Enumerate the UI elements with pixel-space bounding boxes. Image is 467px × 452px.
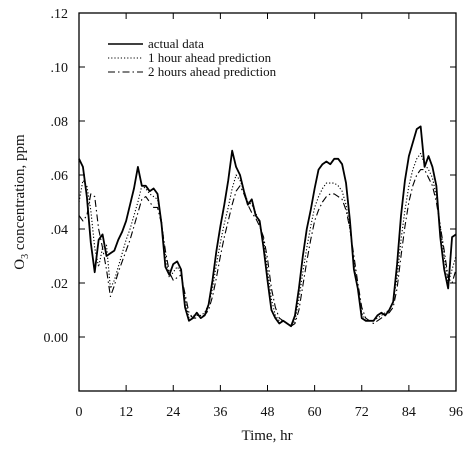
x-tick-label: 48 [261, 405, 275, 420]
x-tick-label: 60 [308, 405, 322, 420]
x-tick-label: 12 [119, 405, 133, 420]
y-tick-label: .02 [51, 277, 69, 292]
y-tick-label: .04 [51, 223, 69, 238]
y-tick-label: .08 [51, 115, 69, 130]
series-1h-prediction-line [78, 152, 457, 327]
x-tick-label: 96 [449, 405, 463, 420]
y-tick-labels: 0.00 .02 .04 .06 .08 .10 .12 [44, 7, 69, 346]
y-tick-label: .12 [51, 7, 69, 22]
series-actual-line [78, 125, 457, 328]
y-tick-label: .06 [51, 169, 69, 184]
legend-label-1h: 1 hour ahead prediction [148, 50, 272, 65]
x-tick-label: 0 [76, 405, 83, 420]
legend: actual data 1 hour ahead prediction 2 ho… [108, 36, 277, 79]
y-tick-label: .10 [51, 61, 69, 76]
y-tick-label: 0.00 [44, 331, 69, 346]
series-2h-prediction-line [78, 169, 457, 327]
series-layer [78, 125, 457, 328]
x-tick-labels: 0 12 24 36 48 60 72 84 96 [76, 405, 464, 420]
x-tick-label: 84 [402, 405, 416, 420]
x-axis-title: Time, hr [241, 428, 292, 444]
y-axis-title: O3 concentration, ppm [12, 134, 31, 270]
legend-label-actual: actual data [148, 36, 204, 51]
x-tick-label: 24 [166, 405, 180, 420]
axis-ticks [78, 12, 457, 391]
x-tick-label: 36 [213, 405, 227, 420]
x-tick-label: 72 [355, 405, 369, 420]
legend-label-2h: 2 hours ahead prediction [148, 64, 277, 79]
